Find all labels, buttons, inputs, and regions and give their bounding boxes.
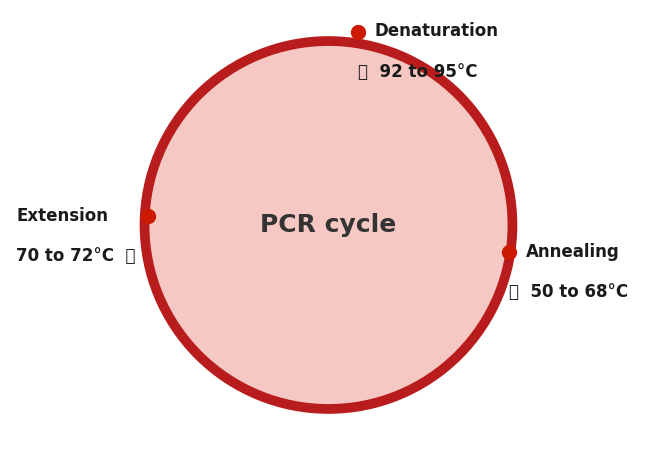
Point (353, 28, 363, 35)
Text: Extension: Extension (16, 207, 108, 225)
Text: 🔥  50 to 68°C: 🔥 50 to 68°C (509, 284, 628, 302)
Text: 70 to 72°C  🔥: 70 to 72°C 🔥 (16, 248, 136, 266)
Text: Denaturation: Denaturation (374, 22, 499, 40)
Text: 🔥  92 to 95°C: 🔥 92 to 95°C (358, 63, 478, 81)
Point (504, 248, 514, 256)
Text: PCR cycle: PCR cycle (260, 213, 397, 237)
Point (143, 212, 153, 220)
Text: Annealing: Annealing (526, 243, 620, 261)
Ellipse shape (145, 41, 512, 409)
